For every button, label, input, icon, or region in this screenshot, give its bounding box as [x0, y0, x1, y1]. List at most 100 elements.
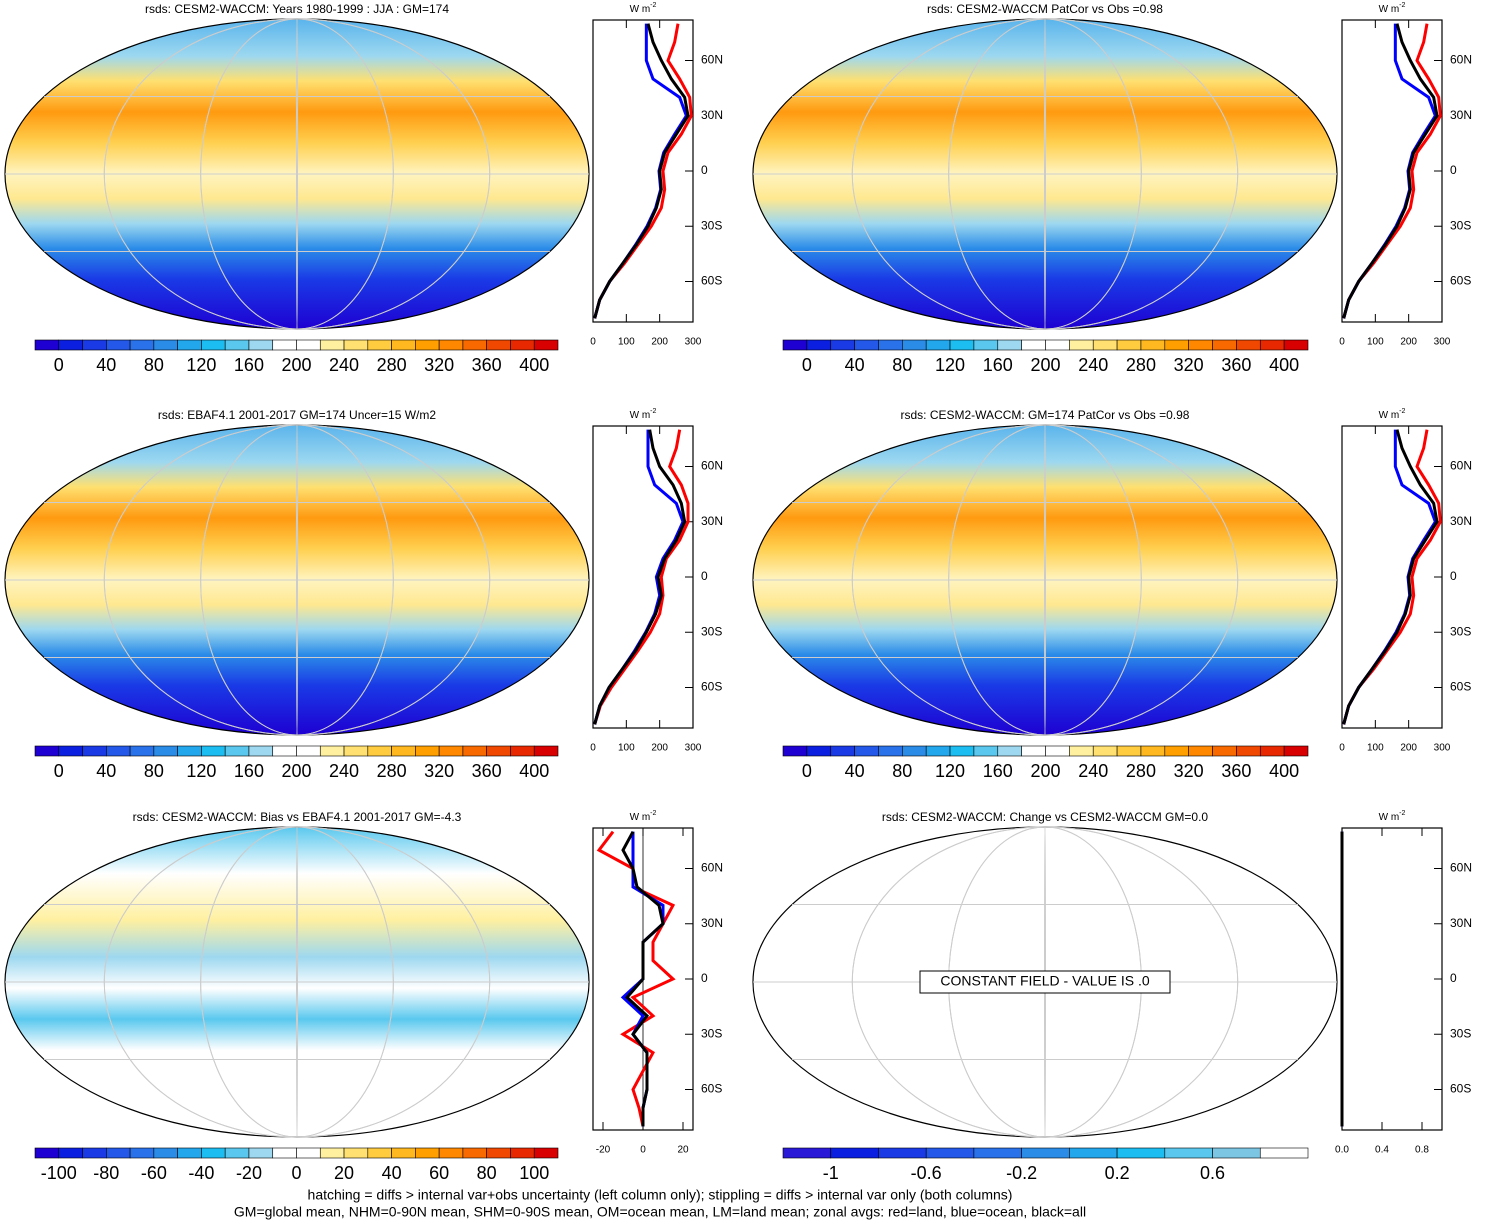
colorbar-box — [129, 1147, 155, 1159]
colorbar-tick-label: 0.2 — [1105, 1163, 1130, 1183]
colorbar-box — [533, 1147, 559, 1159]
colorbar-box — [58, 1147, 83, 1159]
colorbar-box — [782, 745, 808, 757]
colorbar-box — [1045, 745, 1070, 757]
colorbar-tick-label: 360 — [472, 761, 502, 781]
colorbar-box — [1021, 339, 1046, 351]
colorbar-tick-label: -1 — [823, 1163, 839, 1183]
panel-title: rsds: CESM2-WACCM: Years 1980-1999 : JJA… — [145, 2, 449, 16]
colorbar-box — [782, 1147, 832, 1159]
footer-line: hatching = diffs > internal var+obs unce… — [308, 1187, 1013, 1203]
graticule — [1044, 424, 1046, 736]
colorbar-box — [1116, 1147, 1166, 1159]
colorbar-box — [1283, 745, 1309, 757]
colorbar-box — [153, 745, 178, 757]
colorbar-box — [949, 745, 975, 757]
colorbar-box — [319, 1147, 345, 1159]
colorbar-tick-label: 400 — [519, 761, 549, 781]
zonal-x-tick-label: 0 — [1339, 337, 1345, 348]
colorbar-box — [415, 745, 440, 757]
zonal-y-tick-label: 60N — [701, 861, 723, 875]
zonal-y-tick-label: 30N — [1450, 108, 1472, 122]
colorbar-box — [1212, 1147, 1261, 1159]
colorbar-box — [1259, 745, 1285, 757]
colorbar-box — [319, 745, 345, 757]
graticule — [851, 18, 1239, 330]
footer-line: GM=global mean, NHM=0-90N mean, SHM=0-90… — [234, 1204, 1086, 1220]
colorbar-box — [272, 1147, 297, 1159]
colorbar-box — [177, 745, 202, 757]
colorbar-tick-label: 160 — [234, 355, 264, 375]
colorbar-tick-label: 120 — [935, 761, 965, 781]
colorbar-box — [486, 745, 511, 757]
colorbar-box — [296, 1147, 321, 1159]
colorbar-tick-label: 60 — [429, 1163, 449, 1183]
colorbar-box — [902, 339, 927, 351]
colorbar-box — [1259, 1147, 1309, 1159]
colorbar-box — [486, 1147, 511, 1159]
graticule — [296, 826, 298, 1138]
zonal-frame — [1341, 827, 1443, 1131]
colorbar-box — [248, 339, 274, 351]
zonal-y-tick-label: 30N — [701, 916, 723, 930]
colorbar-tick-label: 0.6 — [1200, 1163, 1225, 1183]
zonal-x-tick-label: 0 — [590, 743, 596, 754]
colorbar-box — [34, 1147, 60, 1159]
colorbar-tick-label: 280 — [377, 761, 407, 781]
unit: W m — [630, 812, 651, 823]
colorbar-tick-label: 280 — [1126, 355, 1156, 375]
zonal-x-tick-label: 100 — [618, 337, 635, 348]
colorbar-tick-label: -60 — [141, 1163, 167, 1183]
colorbar-tick-label: 240 — [329, 761, 359, 781]
zonal-x-tick-label: 0.0 — [1335, 1145, 1349, 1156]
colorbar-tick-label: 400 — [519, 355, 549, 375]
colorbar-box — [878, 339, 903, 351]
zonal-y-tick-label: 60N — [1450, 459, 1472, 473]
colorbar-box — [438, 339, 464, 351]
colorbar-tick-label: 160 — [983, 761, 1013, 781]
colorbar-box — [82, 745, 107, 757]
colorbar-tick-label: 320 — [424, 355, 454, 375]
colorbar-box — [925, 1147, 975, 1159]
zonal-y-tick-label: 60S — [1450, 274, 1471, 288]
colorbar-box — [806, 745, 832, 757]
colorbar-box — [58, 339, 83, 351]
colorbar-box — [510, 1147, 535, 1159]
colorbar-box — [510, 339, 535, 351]
zonal-y-tick-label: 30N — [1450, 514, 1472, 528]
zonal-x-tick-label: 200 — [1400, 743, 1417, 754]
colorbar-box — [224, 1147, 250, 1159]
colorbar-box — [486, 339, 511, 351]
colorbar-tick-label: 200 — [281, 355, 311, 375]
zonal-unit: W m-2 — [630, 408, 657, 421]
colorbar-tick-label: 240 — [1078, 761, 1108, 781]
colorbar-box — [272, 745, 297, 757]
zonal-y-tick-label: 30S — [701, 1026, 722, 1040]
zonal-unit: W m-2 — [630, 810, 657, 823]
colorbar-box — [1140, 339, 1166, 351]
colorbar-tick-label: 0 — [291, 1163, 301, 1183]
colorbar-tick-label: 20 — [334, 1163, 354, 1183]
colorbar-box — [438, 1147, 464, 1159]
colorbar-box — [343, 339, 369, 351]
colorbar-tick-label: -0.2 — [1006, 1163, 1037, 1183]
colorbar-box — [343, 1147, 369, 1159]
unit: W m — [1379, 812, 1400, 823]
colorbar-tick-label: 240 — [329, 355, 359, 375]
colorbar-box — [224, 339, 250, 351]
zonal-frame — [1341, 425, 1443, 729]
colorbar-box — [925, 339, 951, 351]
colorbar-box — [949, 339, 975, 351]
zonal-line — [593, 429, 687, 725]
unit: W m — [1379, 410, 1400, 421]
zonal-x-tick-label: 0 — [1339, 743, 1345, 754]
colorbar-box — [830, 1147, 879, 1159]
zonal-y-tick-label: 60S — [1450, 1082, 1471, 1096]
zonal-line — [1342, 429, 1442, 725]
colorbar-box — [997, 745, 1022, 757]
colorbar-box — [34, 745, 60, 757]
colorbar-box — [82, 339, 107, 351]
colorbar-box — [129, 339, 155, 351]
zonal-frame — [592, 425, 694, 729]
